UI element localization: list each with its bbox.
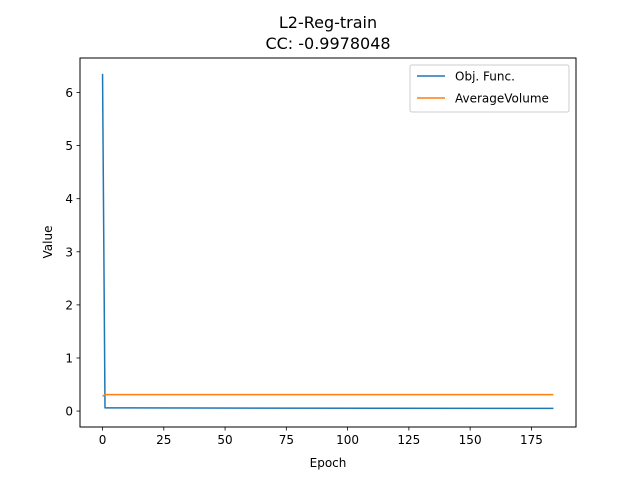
x-tick-label: 100 xyxy=(336,433,359,447)
x-tick-label: 50 xyxy=(217,433,232,447)
y-tick-label: 1 xyxy=(65,351,73,365)
y-tick-label: 6 xyxy=(65,86,73,100)
y-tick-label: 4 xyxy=(65,192,73,206)
x-tick-label: 175 xyxy=(520,433,543,447)
series-line-0 xyxy=(101,73,554,410)
y-tick-label: 2 xyxy=(65,298,73,312)
x-tick-label: 150 xyxy=(459,433,482,447)
y-tick-label: 0 xyxy=(65,405,73,419)
x-tick-label: 125 xyxy=(397,433,420,447)
legend-box xyxy=(409,64,570,113)
legend: Obj. Func. AverageVolume xyxy=(409,64,570,113)
x-tick-label: 75 xyxy=(279,433,294,447)
legend-label-0: Obj. Func. xyxy=(455,70,515,84)
x-tick-label: 0 xyxy=(99,433,107,447)
x-tick-label: 25 xyxy=(156,433,171,447)
chart-title: L2-Reg-train xyxy=(279,13,377,32)
y-tick-label: 5 xyxy=(65,139,73,153)
chart-subtitle: CC: -0.9978048 xyxy=(265,34,390,53)
y-axis-label: Value xyxy=(41,226,55,259)
y-tick-label: 3 xyxy=(65,245,73,259)
series-line-1 xyxy=(102,393,554,397)
plot-frame xyxy=(79,57,577,428)
x-axis-label: Epoch xyxy=(310,456,347,470)
legend-label-1: AverageVolume xyxy=(455,92,549,106)
